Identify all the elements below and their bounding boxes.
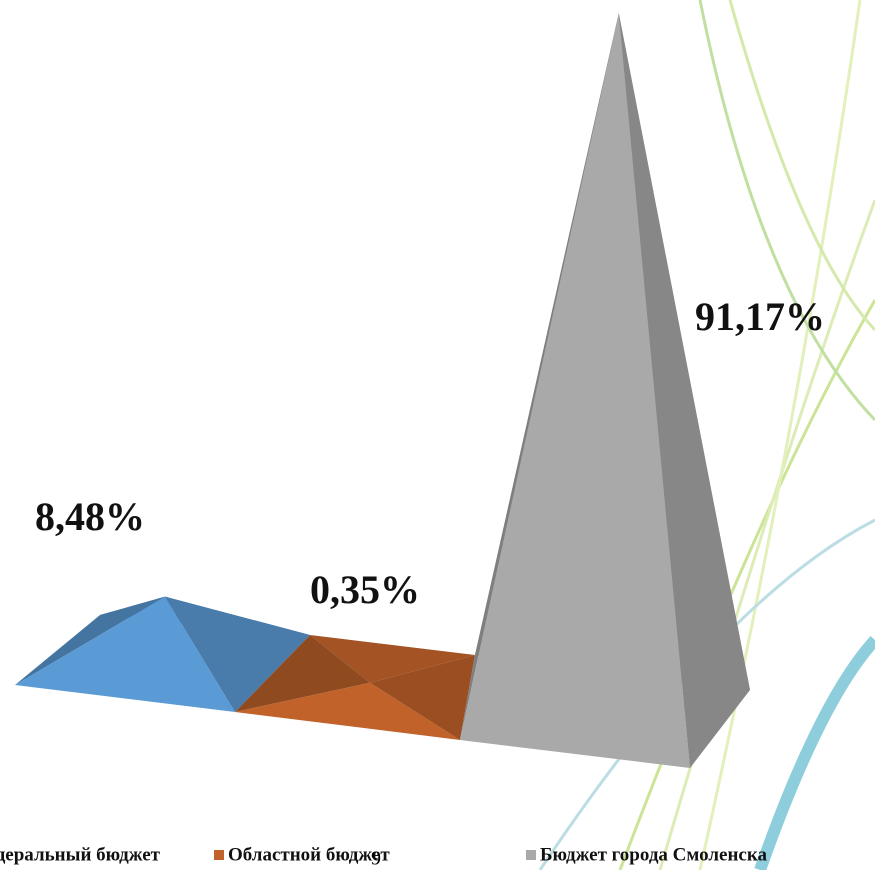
- pyramid-front-face: [460, 13, 690, 769]
- data-label: 8,48%: [35, 494, 145, 539]
- pyramid-right-face: [618, 13, 750, 769]
- pyramid-right-face: [165, 596, 310, 712]
- data-label: 91,17%: [695, 294, 825, 339]
- pyramid: [15, 596, 310, 712]
- pyramid-left-face: [235, 635, 370, 712]
- legend: Федеральный бюджет Областной бюджет Бюджет…: [0, 844, 767, 865]
- legend-swatch: [214, 850, 224, 860]
- pyramid: [235, 635, 475, 740]
- pyramid-right-face: [370, 655, 475, 740]
- legend-label: Федеральный бюджет: [0, 844, 161, 865]
- pyramid-front-face: [15, 596, 235, 712]
- pyramid-front-face: [235, 682, 460, 740]
- plot: 8,48% 0,35% 91,17%: [15, 13, 825, 769]
- data-label: 0,35%: [310, 567, 420, 612]
- pyramid-left-face: [15, 596, 165, 685]
- legend-label: Бюджет города Смоленска: [540, 844, 767, 865]
- legend-swatch: [526, 850, 536, 860]
- pyramid: [460, 13, 750, 769]
- legend-label: Областной бюджет: [228, 844, 390, 865]
- pyramid-back-face: [310, 635, 475, 683]
- page-number: 9: [371, 848, 381, 870]
